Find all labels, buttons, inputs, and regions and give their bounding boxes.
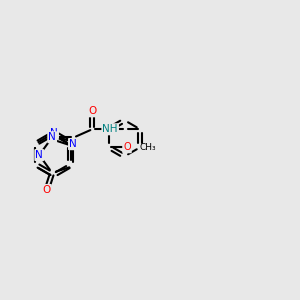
Text: NH: NH <box>102 124 118 134</box>
Text: O: O <box>43 185 51 195</box>
Text: N: N <box>69 139 77 149</box>
Text: N: N <box>50 128 58 138</box>
Text: N: N <box>35 150 43 160</box>
Text: CH₃: CH₃ <box>139 143 156 152</box>
Text: O: O <box>88 106 96 116</box>
Text: N: N <box>48 132 56 142</box>
Text: N: N <box>69 139 77 149</box>
Text: O: O <box>123 142 131 152</box>
